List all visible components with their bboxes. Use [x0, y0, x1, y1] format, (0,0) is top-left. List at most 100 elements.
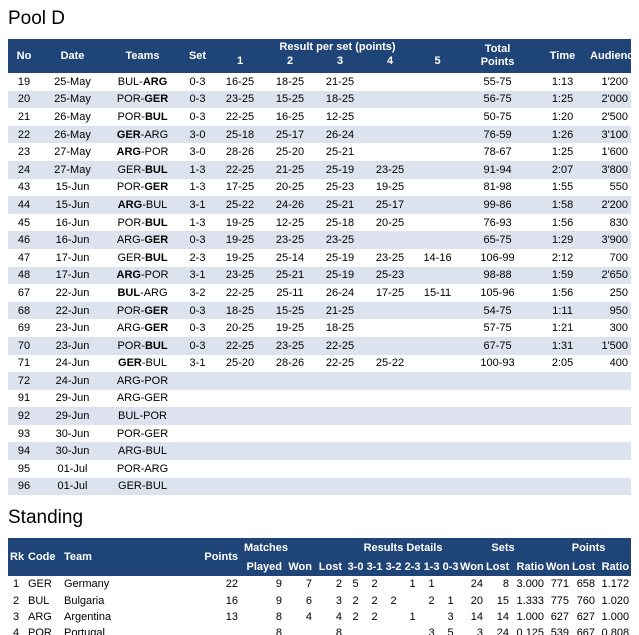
- set5-result: [415, 267, 460, 285]
- points-ratio: 1.172: [601, 578, 630, 591]
- total-points: 106-99: [480, 251, 515, 264]
- home-team-code: ARG: [116, 392, 141, 405]
- match-time: 2:05: [551, 357, 574, 370]
- match-audience: [590, 425, 631, 443]
- match-time: 1:59: [551, 269, 574, 282]
- result-3-1: 2: [371, 594, 378, 607]
- total-points: 81-98: [483, 181, 512, 194]
- match-number: 96: [17, 480, 31, 493]
- set1-result: 23-25: [225, 269, 255, 282]
- matches-played: 8: [275, 627, 282, 635]
- result-2-3: 1: [409, 610, 416, 623]
- set-score: 1-3: [189, 216, 206, 229]
- pool-table-header: No Date Teams Set Result per set (points…: [8, 39, 639, 73]
- set1-result: 17-25: [225, 181, 255, 194]
- away-team-code: ARG: [143, 286, 168, 299]
- pool-match-row: 24 27-May GER-BUL 1-3 22-25 21-25 25-19 23-25 91…: [8, 160, 632, 179]
- sets-lost: 15: [496, 594, 510, 607]
- total-points: [460, 460, 535, 478]
- result-2-3: [403, 593, 422, 609]
- result-3-0: 2: [352, 610, 359, 623]
- match-number: 21: [17, 110, 31, 123]
- col-header-sets-won: Won: [460, 557, 487, 577]
- sets-won: 3: [476, 627, 484, 635]
- rank: 1: [13, 578, 20, 591]
- home-team-code: POR: [116, 93, 141, 106]
- match-audience: [590, 407, 631, 425]
- match-number: 70: [17, 339, 31, 352]
- match-date: 17-Jun: [55, 251, 90, 264]
- col-header-points-won: Won: [546, 557, 573, 577]
- set2-result: [265, 425, 315, 443]
- match-teams: GER-BUL: [117, 163, 168, 176]
- set5-result: [415, 231, 460, 249]
- away-team-code: GER: [144, 304, 169, 317]
- set3-result: 23-25: [325, 234, 355, 247]
- total-points: [460, 390, 535, 408]
- match-date: 25-May: [54, 93, 91, 106]
- result-3-0: 2: [352, 594, 359, 607]
- set3-result: 25-21: [325, 198, 355, 211]
- away-team-code: POR: [144, 374, 169, 387]
- away-team-code: POR: [144, 146, 169, 159]
- team-code: ARG: [28, 610, 52, 623]
- col-header-set2: 2: [265, 55, 315, 73]
- match-audience: [590, 442, 631, 460]
- match-time: 1:55: [551, 181, 574, 194]
- match-teams: BUL-ARG: [117, 75, 168, 88]
- away-team-code: ARG: [142, 75, 168, 88]
- pool-match-row: 94 30-Jun ARG-BUL: [8, 442, 632, 461]
- set1-result: [215, 460, 265, 478]
- away-team-code: GER: [144, 181, 169, 194]
- set4-result: [365, 442, 415, 460]
- result-3-2: 2: [390, 594, 397, 607]
- home-team-code: POR: [117, 339, 142, 352]
- set1-result: 22-25: [225, 110, 255, 123]
- set4-result: [365, 231, 415, 249]
- match-audience: [590, 478, 631, 496]
- set4-result: [365, 91, 415, 109]
- sets-lost: 14: [496, 610, 510, 623]
- match-date: 15-Jun: [55, 181, 90, 194]
- set2-result: [265, 407, 315, 425]
- sets-won: 14: [470, 610, 484, 623]
- col-header-0-3: 0-3: [441, 557, 461, 577]
- pool-section: Pool D No Date Teams Set Result per set …: [8, 8, 639, 496]
- result-0-3: 5: [447, 627, 454, 635]
- set1-result: 16-25: [225, 75, 255, 88]
- team-code: POR: [28, 627, 52, 635]
- match-date: 24-Jun: [55, 374, 90, 387]
- set1-result: 22-25: [225, 339, 255, 352]
- pool-match-row: 21 26-May POR-BUL 0-3 22-25 16-25 12-25 50-75 1:…: [8, 108, 631, 126]
- set-score: 3-2: [189, 286, 206, 299]
- set4-result: [365, 302, 415, 320]
- points-lost: 667: [576, 627, 596, 635]
- match-teams: POR-ARG: [116, 462, 169, 475]
- col-header-date: Date: [40, 39, 105, 73]
- set1-result: 20-25: [225, 322, 255, 335]
- set5-result: [415, 302, 460, 320]
- match-teams: ARG-POR: [116, 374, 169, 387]
- match-time: [535, 478, 590, 496]
- match-teams: POR-BUL: [117, 110, 168, 123]
- set4-result: [365, 460, 415, 478]
- pool-match-row: 20 25-May POR-GER 0-3 23-25 15-25 18-25 56-75 1:…: [8, 90, 632, 109]
- match-date: 23-Jun: [55, 339, 90, 352]
- points: 22: [225, 578, 238, 591]
- set1-result: 25-22: [225, 198, 255, 211]
- away-team-code: POR: [144, 269, 169, 282]
- total-points-line1: Total: [484, 43, 511, 55]
- match-number: 92: [17, 410, 31, 423]
- set4-result: [365, 143, 415, 161]
- match-time: 2:07: [551, 163, 574, 176]
- match-time: 1:56: [551, 286, 574, 299]
- pool-match-row: 45 16-Jun POR-BUL 1-3 19-25 12-25 25-18 20-25 76…: [8, 214, 631, 232]
- set1-result: 22-25: [225, 163, 255, 176]
- match-date: 17-Jun: [55, 269, 90, 282]
- match-teams: ARG-POR: [116, 146, 169, 159]
- match-time: [535, 442, 590, 460]
- home-team-code: POR: [116, 181, 141, 194]
- col-header-matches-lost: Lost: [316, 557, 347, 577]
- total-points: 91-94: [483, 163, 512, 176]
- away-team-code: GER: [144, 427, 169, 440]
